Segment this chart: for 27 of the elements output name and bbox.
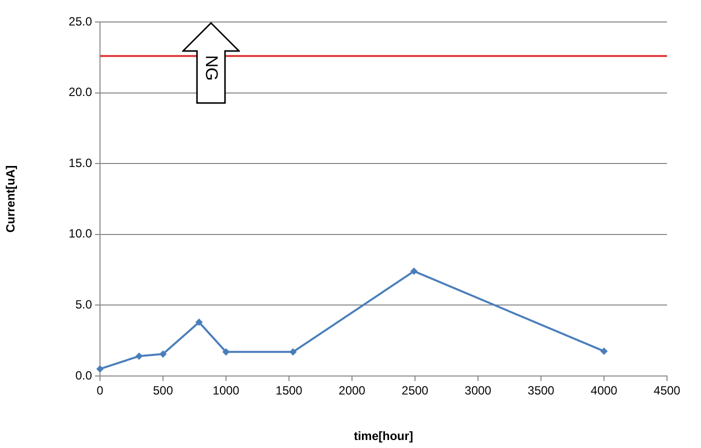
x-tick-label: 0 — [96, 384, 104, 398]
y-tick-label: 25.0 — [68, 14, 92, 28]
point — [222, 348, 230, 356]
point — [196, 318, 203, 326]
x-tick-label: 500 — [152, 384, 174, 398]
x-tick-label: 2500 — [402, 384, 429, 398]
x-tick-label: 4000 — [590, 384, 618, 398]
x-tick-label: 2000 — [338, 384, 366, 398]
y-tick-label: 15.0 — [68, 156, 92, 170]
x-tick-label: 4500 — [654, 384, 681, 398]
point — [290, 348, 297, 356]
point — [96, 365, 104, 372]
x-tick-label: 3500 — [528, 384, 555, 398]
x-tick-label: 1500 — [276, 384, 303, 398]
point — [410, 268, 418, 275]
point — [600, 348, 608, 355]
point — [136, 352, 143, 360]
point — [160, 350, 166, 358]
y-axis-title: Current[uA] — [4, 165, 18, 233]
y-tick-label: 0.0 — [75, 368, 92, 382]
annotation: NG — [201, 54, 222, 83]
x-axis-title: time[hour] — [354, 429, 414, 444]
y-tick-label: 5.0 — [75, 298, 92, 312]
x-tick-label: 3000 — [464, 384, 492, 398]
x-tick-label: 1000 — [212, 384, 240, 398]
y-tick-label: 10.0 — [68, 226, 92, 241]
y-tick-label: 20.0 — [68, 85, 92, 100]
